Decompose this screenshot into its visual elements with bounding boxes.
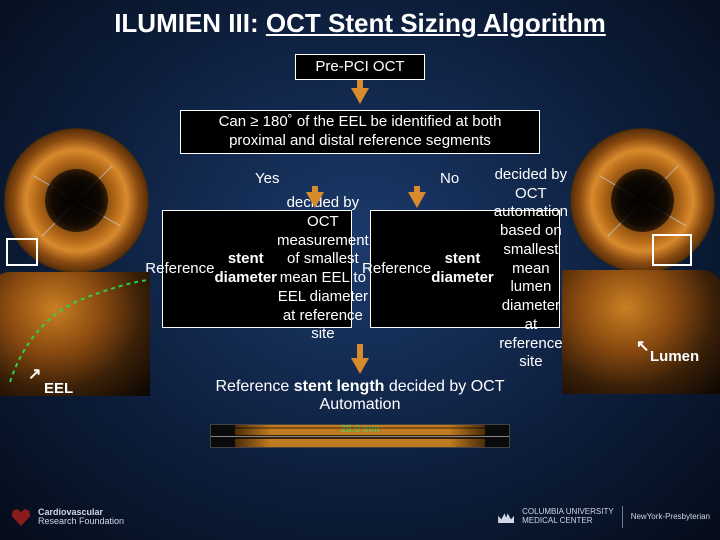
node-no-branch: Reference stent diameter decided by OCT … (370, 210, 560, 328)
logo-crf: Cardiovascular Research Foundation (10, 507, 124, 527)
arrow-to-yes (306, 192, 324, 208)
arrow-to-no (408, 192, 426, 208)
logo-crf-line2: Research Foundation (38, 517, 124, 526)
oct-image-right-top (570, 128, 715, 273)
logo-columbia-line2: MEDICAL CENTER (522, 517, 614, 526)
selection-box-right (652, 234, 692, 266)
oct-image-right-bottom (562, 270, 720, 394)
label-eel-text: EEL (44, 380, 73, 397)
node-decision-line2: proximal and distal reference segments (229, 132, 491, 151)
longitudinal-readout: 28.0 mm (341, 424, 380, 435)
arrow-upleft-icon: ↖ (636, 336, 649, 356)
crown-icon (498, 511, 514, 523)
heart-icon (10, 507, 32, 527)
footer: Cardiovascular Research Foundation COLUM… (0, 500, 720, 534)
node-merge: Reference stent length decided by OCT Au… (210, 378, 510, 414)
arrow-to-merge (351, 358, 369, 374)
title-prefix: ILUMIEN III: (114, 8, 266, 38)
eel-trace-icon (0, 272, 150, 396)
title-underlined: OCT Stent Sizing Algorithm (266, 8, 606, 38)
longitudinal-oct-bar: 28.0 mm (210, 424, 510, 448)
label-no: No (440, 170, 459, 187)
label-lumen: ↖ Lumen (650, 348, 699, 365)
label-yes: Yes (255, 170, 279, 187)
logo-columbia-nyp: COLUMBIA UNIVERSITY MEDICAL CENTER NewYo… (498, 506, 710, 528)
page-title: ILUMIEN III: OCT Stent Sizing Algorithm (0, 8, 720, 39)
node-start: Pre-PCI OCT (295, 54, 425, 80)
selection-box-left (6, 238, 38, 266)
node-yes-branch: Reference stent diameter decided by OCT … (162, 210, 352, 328)
logo-nyp: NewYork-Presbyterian (631, 513, 710, 522)
label-lumen-text: Lumen (650, 348, 699, 365)
logo-divider (622, 506, 623, 528)
label-eel: ↗ EEL (30, 380, 73, 397)
arrow-start-decision (351, 88, 369, 104)
node-decision-line1: Can ≥ 180˚ of the EEL be identified at b… (219, 113, 502, 132)
arrow-upright-icon: ↗ (28, 364, 41, 384)
node-decision: Can ≥ 180˚ of the EEL be identified at b… (180, 110, 540, 154)
node-start-text: Pre-PCI OCT (315, 58, 404, 77)
oct-image-left-bottom (0, 272, 150, 396)
